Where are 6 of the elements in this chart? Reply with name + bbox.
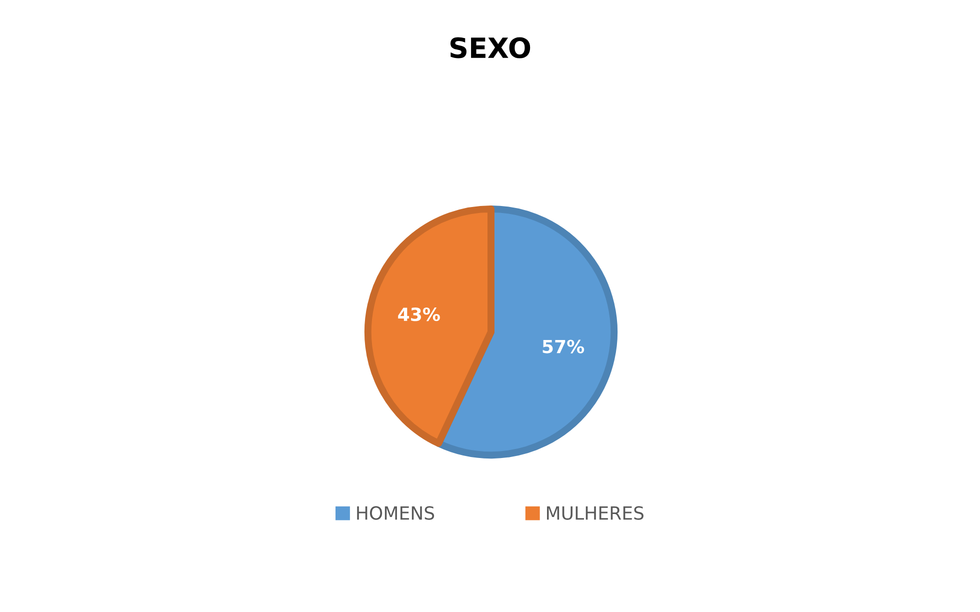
chart-title: SEXO [450, 37, 530, 58]
pie-slice [364, 205, 494, 447]
data-label: 57% [542, 340, 584, 354]
legend-label: MULHERES [547, 506, 644, 520]
legend-label: HOMENS [357, 506, 434, 520]
data-label: 43% [398, 307, 440, 322]
